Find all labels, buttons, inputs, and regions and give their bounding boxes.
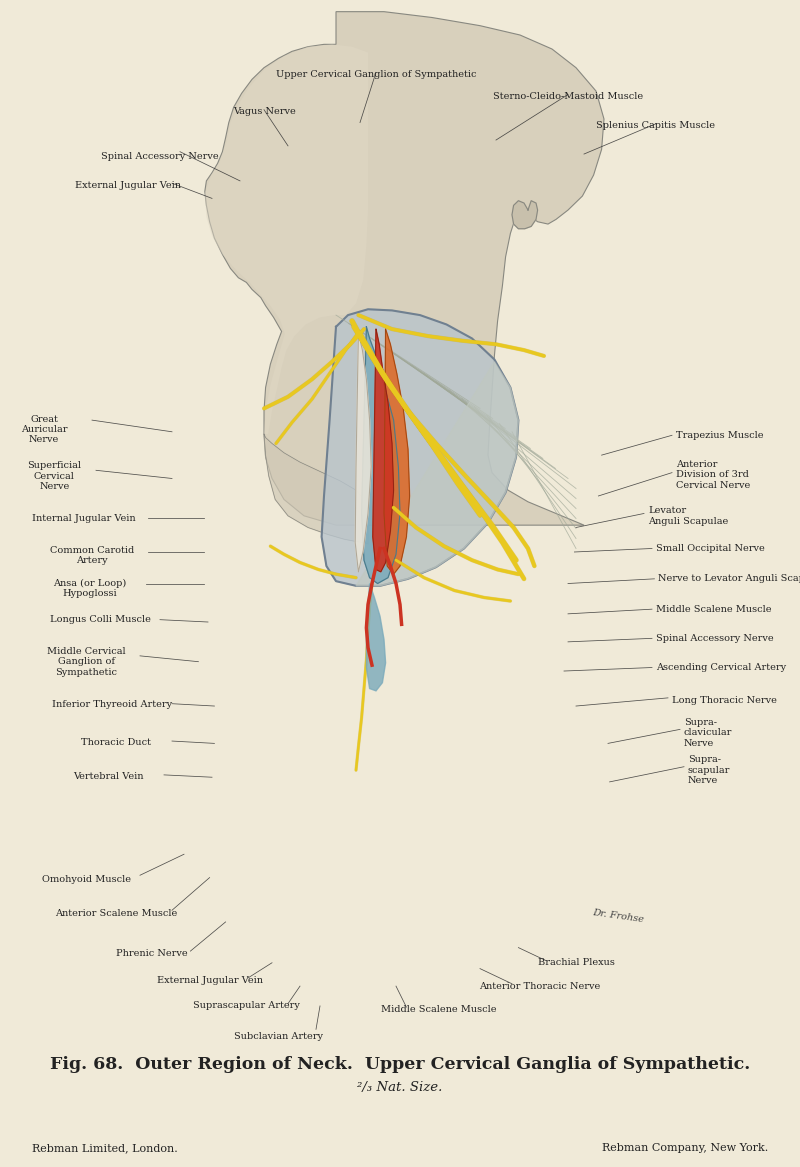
Text: Middle Cervical
Ganglion of
Sympathetic: Middle Cervical Ganglion of Sympathetic <box>47 647 126 677</box>
Polygon shape <box>356 362 518 586</box>
Text: Splenius Capitis Muscle: Splenius Capitis Muscle <box>597 121 715 131</box>
Text: External Jugular Vein: External Jugular Vein <box>75 181 181 190</box>
Text: Nerve to Levator Anguli Scapulae: Nerve to Levator Anguli Scapulae <box>658 574 800 584</box>
Polygon shape <box>355 333 371 572</box>
Text: Great
Auricular
Nerve: Great Auricular Nerve <box>21 414 67 445</box>
Text: Long Thoracic Nerve: Long Thoracic Nerve <box>672 696 777 705</box>
Text: Ascending Cervical Artery: Ascending Cervical Artery <box>656 663 786 672</box>
Text: Rebman Company, New York.: Rebman Company, New York. <box>602 1144 768 1153</box>
Text: Superficial
Cervical
Nerve: Superficial Cervical Nerve <box>27 461 82 491</box>
Polygon shape <box>322 309 518 586</box>
Text: Omohyoid Muscle: Omohyoid Muscle <box>42 875 131 885</box>
Text: Anterior Scalene Muscle: Anterior Scalene Muscle <box>55 909 177 918</box>
PathPatch shape <box>205 12 604 525</box>
Text: Spinal Accessory Nerve: Spinal Accessory Nerve <box>656 634 774 643</box>
Polygon shape <box>264 434 368 544</box>
Text: Internal Jugular Vein: Internal Jugular Vein <box>32 513 136 523</box>
Text: Vertebral Vein: Vertebral Vein <box>73 771 143 781</box>
Text: Supra-
clavicular
Nerve: Supra- clavicular Nerve <box>684 718 732 748</box>
Text: Common Carotid
Artery: Common Carotid Artery <box>50 546 134 565</box>
Polygon shape <box>384 329 410 574</box>
Text: Sterno-Cleido-Mastoid Muscle: Sterno-Cleido-Mastoid Muscle <box>493 92 643 102</box>
Text: Fig. 68.  Outer Region of Neck.  Upper Cervical Ganglia of Sympathetic.: Fig. 68. Outer Region of Neck. Upper Cer… <box>50 1056 750 1072</box>
Text: Anterior
Division of 3rd
Cervical Nerve: Anterior Division of 3rd Cervical Nerve <box>676 460 750 490</box>
PathPatch shape <box>205 44 368 434</box>
Text: Ansa (or Loop)
Hypoglossi: Ansa (or Loop) Hypoglossi <box>53 579 126 598</box>
Text: Anterior Thoracic Nerve: Anterior Thoracic Nerve <box>479 981 601 991</box>
Text: Phrenic Nerve: Phrenic Nerve <box>116 949 188 958</box>
Text: Rebman Limited, London.: Rebman Limited, London. <box>32 1144 178 1153</box>
Polygon shape <box>366 584 386 691</box>
Text: Small Occipital Nerve: Small Occipital Nerve <box>656 544 765 553</box>
Polygon shape <box>373 329 394 572</box>
Text: Trapezius Muscle: Trapezius Muscle <box>676 431 763 440</box>
Text: Middle Scalene Muscle: Middle Scalene Muscle <box>656 605 771 614</box>
Polygon shape <box>362 327 400 584</box>
Text: Supra-
scapular
Nerve: Supra- scapular Nerve <box>688 755 730 785</box>
Text: Levator
Anguli Scapulae: Levator Anguli Scapulae <box>648 506 728 525</box>
Text: Spinal Accessory Nerve: Spinal Accessory Nerve <box>101 152 219 161</box>
Text: ²/₃ Nat. Size.: ²/₃ Nat. Size. <box>358 1081 442 1095</box>
Text: Thoracic Duct: Thoracic Duct <box>81 738 151 747</box>
Text: Subclavian Artery: Subclavian Artery <box>234 1032 323 1041</box>
Text: Longus Colli Muscle: Longus Colli Muscle <box>50 615 150 624</box>
Text: Middle Scalene Muscle: Middle Scalene Muscle <box>381 1005 496 1014</box>
Text: Upper Cervical Ganglion of Sympathetic: Upper Cervical Ganglion of Sympathetic <box>276 70 476 79</box>
Polygon shape <box>512 201 538 229</box>
Text: Suprascapular Artery: Suprascapular Artery <box>193 1001 300 1011</box>
Text: Dr. Frohse: Dr. Frohse <box>592 908 645 924</box>
Text: External Jugular Vein: External Jugular Vein <box>157 976 262 985</box>
Text: Brachial Plexus: Brachial Plexus <box>538 958 614 967</box>
Text: Inferior Thyreoid Artery: Inferior Thyreoid Artery <box>52 700 172 710</box>
Text: Vagus Nerve: Vagus Nerve <box>233 107 295 117</box>
